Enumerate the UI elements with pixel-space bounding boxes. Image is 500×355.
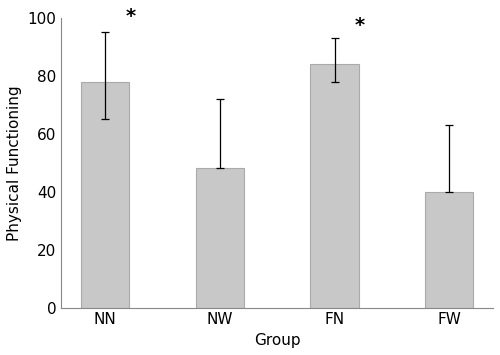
Bar bbox=[425, 192, 474, 308]
Bar bbox=[196, 169, 244, 308]
Text: *: * bbox=[354, 16, 365, 35]
Bar bbox=[310, 64, 358, 308]
Text: *: * bbox=[125, 7, 136, 26]
Y-axis label: Physical Functioning: Physical Functioning bbox=[7, 85, 22, 240]
Bar bbox=[81, 82, 129, 308]
X-axis label: Group: Group bbox=[254, 333, 300, 348]
